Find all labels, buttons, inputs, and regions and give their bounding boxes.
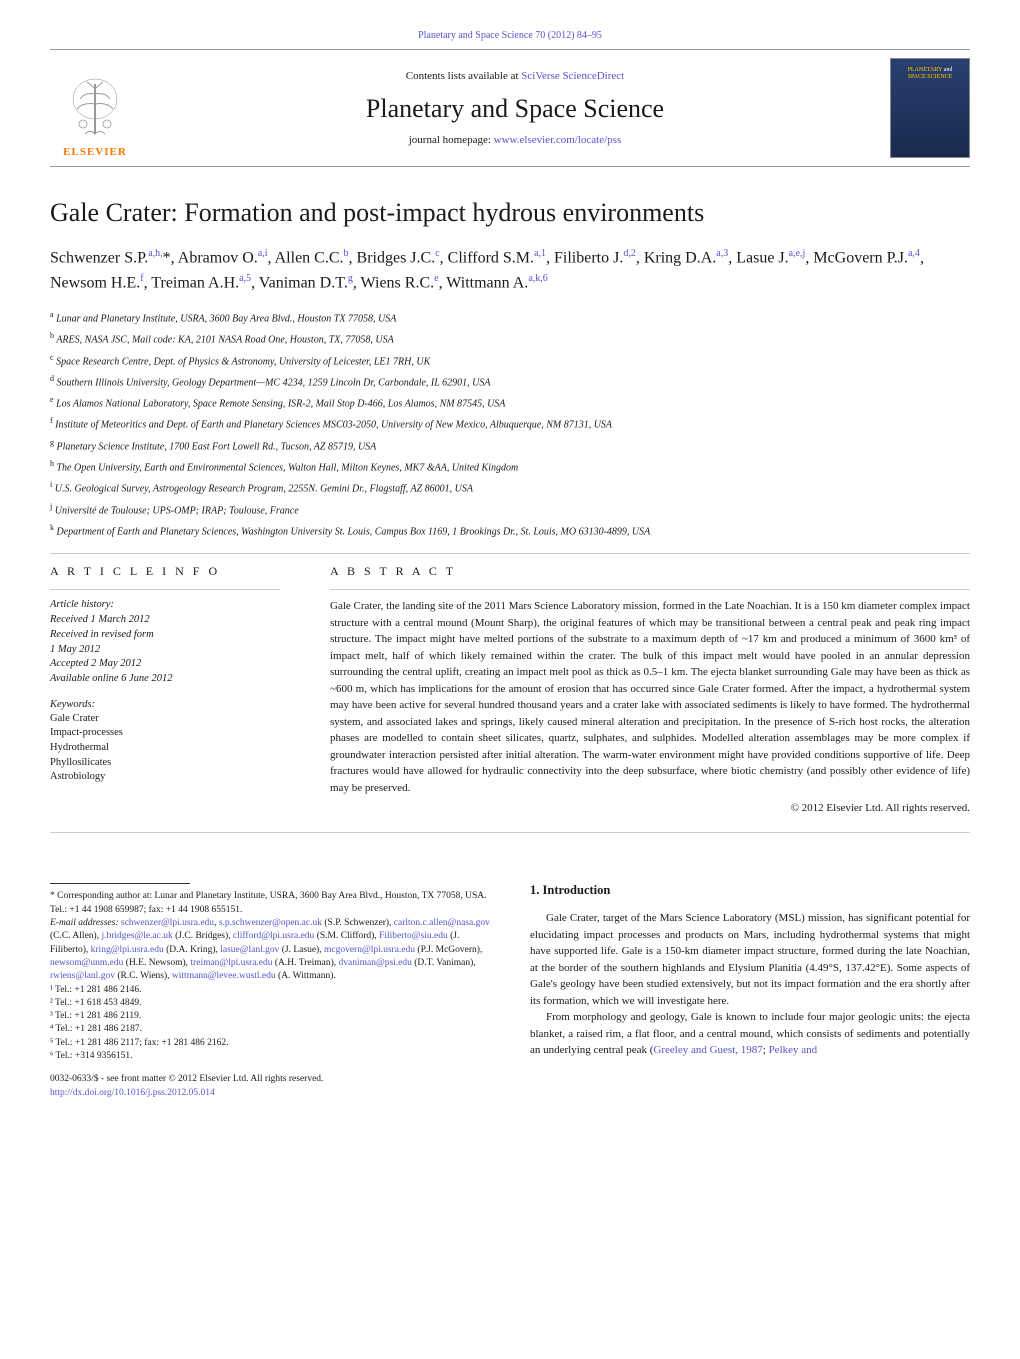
abstract-copyright: © 2012 Elsevier Ltd. All rights reserved… <box>330 802 970 814</box>
email-link[interactable]: lasue@lanl.gov <box>220 945 279 955</box>
affiliation-line: f Institute of Meteoritics and Dept. of … <box>50 415 970 432</box>
introduction-column: 1. Introduction Gale Crater, target of t… <box>530 883 970 1099</box>
tel-line: ⁵ Tel.: +1 281 486 2117; fax: +1 281 486… <box>50 1037 490 1050</box>
email-link[interactable]: clifford@lpi.usra.edu <box>233 931 314 941</box>
affiliation-line: h The Open University, Earth and Environ… <box>50 458 970 475</box>
cover-and: and <box>944 67 953 73</box>
journal-cover[interactable]: PLANETARY and SPACE SCIENCE <box>890 58 970 158</box>
introduction-head: 1. Introduction <box>530 883 970 898</box>
doi-block: 0032-0633/$ - see front matter © 2012 El… <box>50 1073 490 1100</box>
keywords-list: Gale CraterImpact-processesHydrothermalP… <box>50 712 280 785</box>
email-link[interactable]: s.p.schwenzer@open.ac.uk <box>219 918 322 928</box>
elsevier-tree-icon <box>65 74 125 144</box>
affiliations: a Lunar and Planetary Institute, USRA, 3… <box>50 309 970 540</box>
email-label: E-mail addresses: <box>50 918 119 928</box>
affiliation-line: j Université de Toulouse; UPS-OMP; IRAP;… <box>50 501 970 518</box>
info-divider <box>50 589 280 590</box>
sciencedirect-link[interactable]: SciVerse ScienceDirect <box>521 70 624 82</box>
article-history: Article history: Received 1 March 2012Re… <box>50 598 280 686</box>
abstract-divider <box>330 589 970 590</box>
journal-cover-text: PLANETARY and SPACE SCIENCE <box>908 67 953 81</box>
corresponding-author: * Corresponding author at: Lunar and Pla… <box>50 890 490 917</box>
email-block: E-mail addresses: schwenzer@lpi.usra.edu… <box>50 917 490 983</box>
article-info: A R T I C L E I N F O Article history: R… <box>50 564 280 814</box>
email-link[interactable]: rwiens@lanl.gov <box>50 971 115 981</box>
tel-line: ² Tel.: +1 618 453 4849. <box>50 997 490 1010</box>
abstract-text: Gale Crater, the landing site of the 201… <box>330 598 970 796</box>
tel-line: ⁴ Tel.: +1 281 486 2187. <box>50 1023 490 1036</box>
cover-line1: PLANETARY <box>908 67 943 73</box>
footnote-rule <box>50 883 190 884</box>
journal-name: Planetary and Space Science <box>140 94 890 124</box>
doi-link[interactable]: http://dx.doi.org/10.1016/j.pss.2012.05.… <box>50 1088 215 1098</box>
elsevier-logo[interactable]: ELSEVIER <box>50 58 140 158</box>
email-link[interactable]: kring@lpi.usra.edu <box>91 945 164 955</box>
divider-lower <box>50 832 970 833</box>
email-link[interactable]: dvaniman@psi.edu <box>339 958 412 968</box>
divider <box>50 553 970 554</box>
email-link[interactable]: mcgovern@lpi.usra.edu <box>324 945 415 955</box>
info-abstract-row: A R T I C L E I N F O Article history: R… <box>50 564 970 814</box>
lower-columns: * Corresponding author at: Lunar and Pla… <box>50 883 970 1099</box>
footnotes: * Corresponding author at: Lunar and Pla… <box>50 890 490 1099</box>
email-link[interactable]: newsom@unm.edu <box>50 958 123 968</box>
citation-link[interactable]: Planetary and Space Science 70 (2012) 84… <box>418 30 602 41</box>
introduction-text: Gale Crater, target of the Mars Science … <box>530 910 970 1059</box>
homepage-prefix: journal homepage: <box>409 134 494 146</box>
intro-p2: From morphology and geology, Gale is kno… <box>530 1009 970 1059</box>
email-link[interactable]: schwenzer@lpi.usra.edu <box>121 918 214 928</box>
homepage-link[interactable]: www.elsevier.com/locate/pss <box>494 134 622 146</box>
issn-line: 0032-0633/$ - see front matter © 2012 El… <box>50 1073 490 1086</box>
tel-line: ¹ Tel.: +1 281 486 2146. <box>50 984 490 997</box>
tel-line: ⁶ Tel.: +314 9356151. <box>50 1050 490 1063</box>
affiliation-line: a Lunar and Planetary Institute, USRA, 3… <box>50 309 970 326</box>
keywords-label: Keywords: <box>50 699 280 710</box>
email-link[interactable]: carlton.c.allen@nasa.gov <box>394 918 490 928</box>
header-citation: Planetary and Space Science 70 (2012) 84… <box>50 30 970 41</box>
affiliation-line: d Southern Illinois University, Geology … <box>50 373 970 390</box>
article-title: Gale Crater: Formation and post-impact h… <box>50 197 970 228</box>
email-link[interactable]: j.bridges@le.ac.uk <box>101 931 172 941</box>
abstract-head: A B S T R A C T <box>330 564 970 579</box>
tel-line: ³ Tel.: +1 281 486 2119. <box>50 1010 490 1023</box>
affiliation-line: c Space Research Centre, Dept. of Physic… <box>50 352 970 369</box>
contents-prefix: Contents lists available at <box>406 70 521 82</box>
affiliation-line: e Los Alamos National Laboratory, Space … <box>50 394 970 411</box>
top-banner: ELSEVIER Contents lists available at Sci… <box>50 49 970 167</box>
telephone-footnotes: ¹ Tel.: +1 281 486 2146.² Tel.: +1 618 4… <box>50 984 490 1064</box>
affiliation-line: b ARES, NASA JSC, Mail code: KA, 2101 NA… <box>50 330 970 347</box>
abstract: A B S T R A C T Gale Crater, the landing… <box>330 564 970 814</box>
banner-center: Contents lists available at SciVerse Sci… <box>140 70 890 146</box>
email-link[interactable]: Filiberto@siu.edu <box>379 931 448 941</box>
affiliation-line: k Department of Earth and Planetary Scie… <box>50 522 970 539</box>
email-link[interactable]: wittmann@levee.wustl.edu <box>172 971 276 981</box>
cover-line2: SPACE SCIENCE <box>908 74 953 80</box>
email-link[interactable]: treiman@lpi.usra.edu <box>190 958 272 968</box>
authors: Schwenzer S.P.a,h,*, Abramov O.a,i, Alle… <box>50 246 970 295</box>
affiliation-line: i U.S. Geological Survey, Astrogeology R… <box>50 479 970 496</box>
article-info-head: A R T I C L E I N F O <box>50 564 280 579</box>
homepage-line: journal homepage: www.elsevier.com/locat… <box>140 134 890 146</box>
intro-p1: Gale Crater, target of the Mars Science … <box>530 910 970 1009</box>
ref-greeley[interactable]: Greeley and Guest, 1987 <box>653 1044 762 1056</box>
ref-pelkey[interactable]: Pelkey and <box>769 1044 818 1056</box>
contents-line: Contents lists available at SciVerse Sci… <box>140 70 890 82</box>
elsevier-text: ELSEVIER <box>63 146 127 158</box>
affiliation-line: g Planetary Science Institute, 1700 East… <box>50 437 970 454</box>
history-label: Article history: <box>50 599 114 610</box>
footnotes-column: * Corresponding author at: Lunar and Pla… <box>50 883 490 1099</box>
